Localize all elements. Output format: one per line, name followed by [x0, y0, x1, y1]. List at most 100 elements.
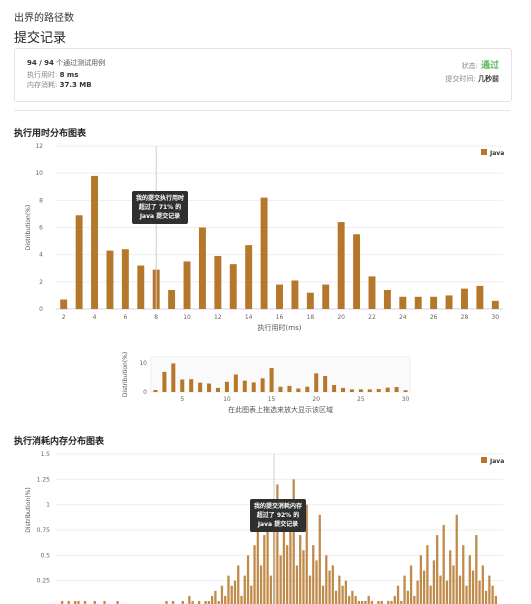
navigator-y-tick: 10 — [139, 360, 147, 367]
status-label: 状态: — [461, 62, 478, 70]
runtime-y-tick: 4 — [39, 252, 43, 259]
runtime-bar — [414, 296, 422, 309]
runtime-bar — [60, 299, 68, 309]
runtime-bar — [476, 285, 484, 309]
memory-bar — [103, 600, 106, 604]
memory-bar — [328, 570, 331, 604]
navigator-bar — [162, 371, 167, 392]
page-title: 提交记录 — [14, 31, 67, 46]
memory-bar — [230, 585, 233, 604]
memory-bar — [406, 590, 409, 604]
submission-summary-card: 94 / 94 个通过测试用例 执行用时: 8 ms 内存消耗: 37.3 MB… — [14, 48, 512, 102]
memory-bar — [380, 600, 383, 604]
memory-bar — [237, 565, 240, 604]
memory-bar — [432, 560, 436, 604]
memory-bar — [488, 575, 491, 604]
testcases-passed: 94 / 94 — [27, 59, 54, 67]
memory-bar — [347, 595, 351, 604]
memory-bar — [396, 585, 400, 604]
navigator-bar — [341, 387, 346, 392]
runtime-y-tick: 2 — [39, 279, 43, 286]
memory-bar — [400, 600, 403, 604]
memory-bar — [338, 575, 341, 604]
memory-bar — [422, 570, 426, 604]
memory-bar — [292, 479, 295, 604]
memory-bar — [468, 555, 471, 604]
navigator-bar — [224, 381, 229, 392]
runtime-y-tick: 0 — [39, 306, 43, 313]
memory-bar — [471, 570, 475, 604]
runtime-x-tick: 24 — [399, 314, 407, 321]
memory-bar — [259, 565, 263, 604]
memory-bar — [409, 565, 413, 604]
memory-bar — [77, 600, 80, 604]
runtime-x-tick: 26 — [430, 314, 438, 321]
memory-line: 内存消耗: 37.3 MB — [27, 80, 92, 90]
memory-y-tick: 0.5 — [40, 552, 50, 559]
runtime-bar — [91, 175, 99, 309]
memory-bar — [227, 575, 230, 604]
memory-bar — [364, 600, 367, 604]
navigator-bar — [233, 374, 238, 392]
navigator-y-label: Distribution(%) — [122, 352, 129, 397]
runtime-x-tick: 12 — [214, 314, 222, 321]
memory-bar — [403, 575, 406, 604]
memory-tooltip-line: 超过了 92% 的 — [256, 512, 300, 519]
breadcrumb[interactable]: 出界的路径数 — [14, 13, 74, 24]
runtime-x-tick: 20 — [337, 314, 345, 321]
memory-bar — [282, 514, 286, 604]
navigator-background — [150, 356, 411, 393]
runtime-bar — [198, 227, 206, 309]
runtime-bar — [322, 284, 330, 309]
navigator-bar — [305, 386, 310, 392]
memory-tooltip-line: Java 提交记录 — [257, 521, 299, 528]
submit-time-line: 提交时间: 几秒前 — [445, 74, 499, 84]
memory-bar — [286, 545, 289, 604]
memory-bar — [295, 565, 299, 604]
navigator-x-tick: 10 — [223, 396, 231, 403]
navigator-bar — [358, 389, 363, 392]
navigator-bar — [180, 379, 185, 392]
runtime-line: 执行用时: 8 ms — [27, 70, 78, 80]
navigator-bar — [207, 383, 212, 392]
navigator-bar — [215, 387, 220, 392]
memory-bar — [458, 575, 462, 604]
memory-bar — [367, 595, 370, 604]
runtime-tooltip-line: 我的提交执行用时 — [136, 195, 185, 202]
memory-bar — [481, 565, 484, 604]
runtime-x-tick: 16 — [276, 314, 284, 321]
memory-legend-label: Java — [489, 458, 504, 465]
navigator-bar — [171, 363, 176, 392]
navigator-bar — [153, 389, 158, 392]
navigator-x-label: 在此图表上拖选来放大显示该区域 — [228, 405, 333, 414]
runtime-bar — [306, 292, 314, 309]
memory-label: 内存消耗: — [27, 81, 58, 89]
memory-bar — [361, 600, 364, 604]
memory-bar — [442, 524, 445, 604]
memory-y-tick: 1.5 — [40, 451, 50, 458]
memory-bar — [181, 600, 184, 604]
memory-bar — [299, 535, 302, 604]
memory-bar — [171, 600, 175, 604]
memory-bar — [207, 600, 211, 604]
memory-bar — [436, 535, 439, 604]
runtime-legend-swatch — [481, 149, 487, 155]
memory-bar — [354, 595, 357, 604]
navigator-bar — [323, 375, 328, 392]
navigator-bar — [260, 378, 265, 392]
runtime-y-tick: 12 — [35, 143, 43, 150]
runtime-bar — [337, 222, 345, 309]
memory-bar — [465, 585, 468, 604]
navigator-bar — [376, 389, 381, 392]
memory-value: 37.3 MB — [59, 81, 92, 89]
memory-y-tick: 1 — [46, 502, 50, 509]
memory-bar — [250, 585, 253, 604]
memory-bar — [426, 545, 429, 604]
memory-bar — [67, 600, 70, 604]
navigator-bar — [287, 385, 292, 392]
runtime-bar — [214, 256, 222, 309]
navigator-bar — [189, 379, 194, 392]
memory-bar — [413, 595, 416, 604]
memory-bar — [191, 600, 194, 604]
